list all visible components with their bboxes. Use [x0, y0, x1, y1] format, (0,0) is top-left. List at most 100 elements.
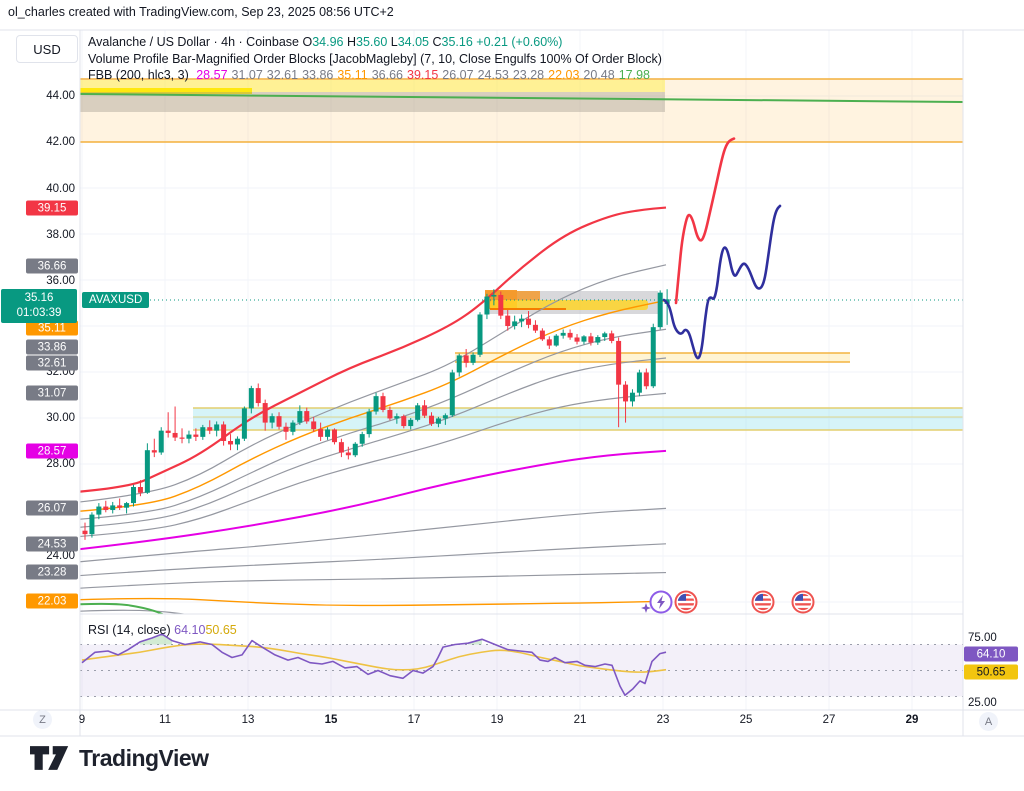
rsi-value-badge: 64.10: [964, 646, 1018, 662]
fbb-band-values: 28.57 31.07 32.61 33.86 35.11 36.66 39.15 26.07…: [192, 68, 650, 82]
price-badge: 35.11: [26, 320, 78, 336]
fbb-value: 39.15: [407, 68, 439, 82]
auto-scale-button[interactable]: A: [979, 712, 998, 731]
fbb-32.61: [80, 357, 667, 528]
time-axis-label[interactable]: 19: [490, 714, 504, 726]
price-axis-label: 30.00: [46, 412, 75, 424]
order-block-zones[interactable]: [80, 78, 963, 431]
projection-drawings[interactable]: [662, 137, 782, 360]
yellow-stripe-short: [80, 88, 252, 94]
rsi-value: 64.10: [174, 623, 206, 637]
fbb-value: 36.66: [371, 68, 403, 82]
time-axis-label[interactable]: 27: [822, 714, 836, 726]
bar-countdown: 01:03:39: [16, 307, 62, 319]
symbol-legend-row[interactable]: Avalanche / US Dollar · 4h · Coinbase O3…: [88, 34, 662, 51]
fbb-31.07: [80, 392, 667, 538]
yellow-block-35: [490, 300, 648, 310]
price-change: +0.21 (+0.60%): [476, 35, 563, 49]
price-badge: 33.86: [26, 339, 78, 355]
us-flag-event-icon[interactable]: [674, 590, 698, 614]
rsi-indicator-title: RSI (14, close): [88, 623, 171, 637]
time-axis-label[interactable]: 9: [78, 714, 86, 726]
currency-scale-button[interactable]: USD: [16, 35, 78, 63]
fbb-26.07: [80, 507, 667, 563]
time-axis-label[interactable]: 17: [407, 714, 421, 726]
rsi-values: 64.1050.65: [174, 623, 237, 637]
chart-legend: Avalanche / US Dollar · 4h · Coinbase O3…: [88, 34, 662, 84]
fbb-value: 23.28: [512, 68, 545, 82]
rsi-pane: [80, 633, 963, 697]
price-axis-label: 24.00: [46, 550, 75, 562]
current-price-badge: 35.16 01:03:39: [1, 289, 77, 323]
fbb-value: 20.48: [583, 68, 615, 82]
rsi-value-badge: 50.65: [964, 664, 1018, 680]
price-axis-label: 44.00: [46, 90, 75, 102]
green-trendline: [80, 93, 963, 103]
rsi-axis-label: 75.00: [968, 632, 997, 644]
fbb-value: 28.57: [196, 68, 228, 82]
rsi-line: [81, 633, 667, 696]
price-badge: 24.53: [26, 536, 78, 552]
pane-borders: [0, 29, 1024, 737]
projection-alternate: [662, 204, 782, 360]
fbb-22.03: [80, 597, 667, 607]
fbb-value: 17.98: [618, 68, 650, 82]
tradingview-logo[interactable]: TradingView: [30, 744, 209, 772]
symbol-price-tag: AVAXUSD: [82, 292, 150, 308]
timezone-button[interactable]: Z: [33, 710, 52, 729]
us-flag-event-icon[interactable]: [791, 590, 815, 614]
us-flag-event-icon[interactable]: [751, 590, 775, 614]
time-axis-label[interactable]: 15: [324, 714, 338, 726]
fbb-value: 32.61: [266, 68, 299, 82]
price-axis-label: 38.00: [46, 229, 75, 241]
rsi-ma-line: [81, 643, 667, 673]
price-badge: 26.07: [26, 500, 78, 516]
fbb-23.28: [80, 571, 667, 589]
fbb-band-lines: [80, 206, 667, 614]
event-icons[interactable]: [641, 590, 815, 614]
fbb-39.15: [80, 206, 667, 493]
fbb-legend-row[interactable]: FBB (200, hlc3, 3) 28.57 31.07 32.61 33.86 3…: [88, 67, 662, 84]
price-axis-label: 40.00: [46, 183, 75, 195]
volume-profile-indicator-title: Volume Profile Bar-Magnified Order Block…: [88, 51, 662, 66]
fbb-value: 26.07: [442, 68, 474, 82]
price-badge: 23.28: [26, 564, 78, 580]
rsi-axis-label: 25.00: [968, 697, 997, 709]
fbb-28.57: [80, 449, 667, 551]
price-badge: 32.61: [26, 355, 78, 371]
tradingview-logo-text: TradingView: [79, 744, 209, 771]
sparkle-icon: [641, 603, 651, 613]
price-badge: 31.07: [26, 385, 78, 401]
orange-block-35b: [517, 291, 540, 301]
rsi-value: 50.65: [205, 623, 237, 637]
fbb-value: 24.53: [477, 68, 509, 82]
tradingview-logomark: [30, 746, 69, 770]
time-axis-label[interactable]: 25: [739, 714, 753, 726]
price-axis-label: 28.00: [46, 458, 75, 470]
price-badge: 22.03: [26, 593, 78, 609]
rsi-legend-row[interactable]: RSI (14, close) 64.1050.65: [88, 623, 237, 637]
fbb-value: 22.03: [548, 68, 580, 82]
time-axis-label[interactable]: 11: [159, 714, 171, 726]
fbb-35.11: [80, 299, 667, 512]
fbb-value: 35.11: [337, 68, 368, 82]
fbb-33.86: [80, 328, 667, 520]
symbol-title: Avalanche / US Dollar · 4h · Coinbase: [88, 35, 299, 49]
time-axis-label[interactable]: 23: [656, 714, 670, 726]
candlestick-series: [82, 289, 670, 540]
price-badge: 28.57: [26, 443, 78, 459]
fbb-value: 33.86: [302, 68, 334, 82]
ohlc-values: O34.96 H35.60 L34.05 C35.16: [302, 35, 473, 49]
indicator-legend-row[interactable]: Volume Profile Bar-Magnified Order Block…: [88, 51, 662, 68]
price-badge: 39.15: [26, 200, 78, 216]
price-axis-label: 36.00: [46, 275, 75, 287]
current-price: 35.16: [24, 292, 54, 304]
time-axis-label[interactable]: 29: [905, 714, 919, 726]
demand-zone-30: [193, 408, 963, 430]
attribution-text: ol_charles created with TradingView.com,…: [8, 5, 394, 19]
price-badge: 36.66: [26, 258, 78, 274]
time-axis-label[interactable]: 21: [573, 714, 587, 726]
time-axis-label[interactable]: 13: [241, 714, 255, 726]
